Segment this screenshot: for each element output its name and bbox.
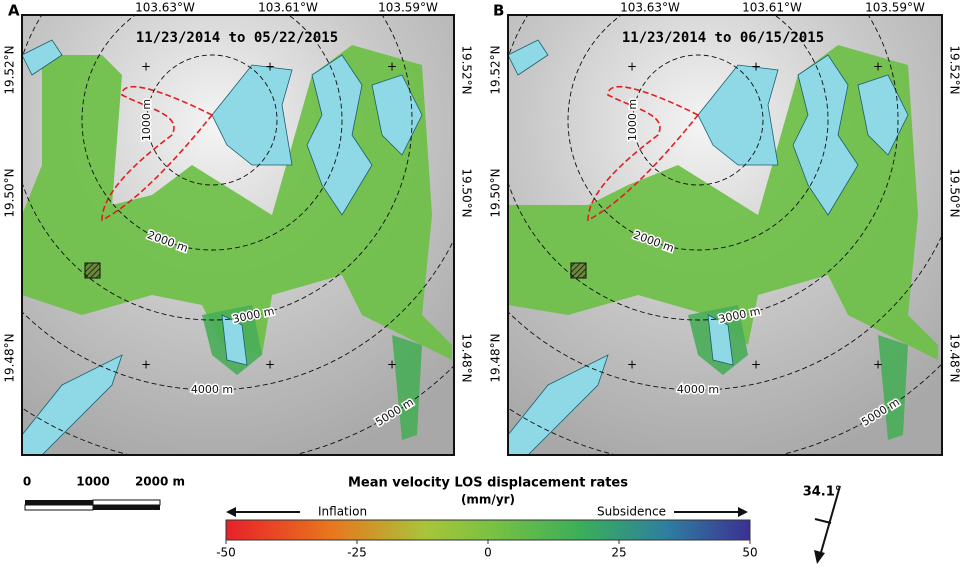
grid-cross: + — [141, 358, 151, 372]
water-ice — [508, 354, 609, 455]
water-ice — [697, 64, 779, 166]
water-ice — [306, 54, 373, 216]
latitude-label: 19.52°N — [3, 45, 17, 94]
grid-cross: + — [751, 358, 761, 372]
distance-ring — [567, 15, 829, 251]
latitude-label: 19.48°N — [948, 333, 962, 382]
water-ice — [857, 74, 909, 156]
latitude-label: 19.48°N — [3, 333, 17, 382]
scale-segment — [25, 500, 93, 505]
latitude-label: 19.48°N — [489, 333, 503, 382]
distance-ring — [508, 15, 899, 321]
longitude-label: 103.61°W — [742, 1, 802, 15]
colorbar-tick-label: 25 — [611, 546, 626, 560]
water-ice — [707, 314, 734, 366]
water-ice — [508, 39, 549, 76]
reference-area — [84, 262, 101, 279]
subsidence-label: Subsidence — [597, 505, 666, 519]
colorbar-title: Mean velocity LOS displacement rates — [348, 476, 628, 491]
scale-segment — [93, 505, 160, 510]
arrowhead — [814, 550, 825, 564]
grid-cross: + — [387, 358, 397, 372]
longitude-label: 103.63°W — [620, 1, 680, 15]
colorbar-tick-label: 0 — [484, 546, 492, 560]
grid-cross: + — [141, 60, 151, 74]
latitude-label: 19.50°N — [489, 168, 503, 217]
longitude-label: 103.59°W — [865, 1, 925, 15]
arrowhead — [738, 507, 748, 517]
grid-cross: + — [873, 358, 883, 372]
water-ice — [792, 54, 859, 216]
grid-cross: + — [265, 60, 275, 74]
scale-label: 2000 m — [135, 475, 185, 489]
heading-tick — [814, 518, 832, 524]
distance-label: 1000 m — [140, 99, 153, 141]
scale-segment — [92, 499, 161, 506]
distance-ring — [22, 15, 413, 321]
map-frame — [507, 14, 943, 456]
grid-cross: + — [751, 60, 761, 74]
look-direction: 34.1° — [803, 485, 842, 564]
latitude-label: 19.52°N — [948, 45, 962, 94]
colorbar-tick-label: 50 — [742, 546, 757, 560]
grid-cross: + — [387, 60, 397, 74]
colorbar-tick-label: -50 — [216, 546, 236, 560]
water-ice — [211, 64, 293, 166]
distance-label: 4000 m — [677, 383, 719, 396]
grid-cross: + — [265, 358, 275, 372]
scale-bar: 0 1000 2000 m — [23, 475, 185, 511]
arrowhead — [226, 507, 236, 517]
distance-ring — [81, 15, 343, 251]
panel-label: B — [493, 2, 504, 20]
distance-ring — [632, 54, 764, 186]
water-ice — [22, 39, 63, 76]
reference-area — [570, 262, 587, 279]
distance-label: 4000 m — [191, 383, 233, 396]
longitude-label: 103.59°W — [378, 1, 438, 15]
date-range: 11/23/2014 to 06/15/2015 — [622, 30, 824, 46]
grid-cross: + — [627, 358, 637, 372]
scale-segment — [24, 504, 94, 511]
grid-cross: + — [627, 60, 637, 74]
scale-label: 0 — [23, 475, 31, 489]
latitude-label: 19.50°N — [3, 168, 17, 217]
latitude-label: 19.50°N — [460, 168, 474, 217]
water-ice — [221, 314, 248, 366]
look-angle: 34.1° — [803, 485, 842, 500]
displacement-area — [392, 335, 422, 440]
colorbar-units: (mm/yr) — [461, 493, 515, 507]
water-ice — [22, 354, 123, 455]
grid-cross: + — [873, 60, 883, 74]
latitude-label: 19.52°N — [489, 45, 503, 94]
map-frame — [21, 14, 455, 456]
lava-flow-outline — [101, 85, 214, 222]
distance-label: 1000 m — [626, 99, 639, 141]
latitude-label: 19.52°N — [460, 45, 474, 94]
longitude-label: 103.61°W — [258, 1, 318, 15]
latitude-label: 19.50°N — [948, 168, 962, 217]
look-arrow — [819, 485, 841, 557]
water-ice — [371, 74, 423, 156]
scale-label: 1000 — [76, 475, 109, 489]
date-range: 11/23/2014 to 05/22/2015 — [136, 30, 338, 46]
panel-label: A — [8, 2, 20, 20]
displacement-area — [878, 335, 908, 440]
colorbar: Mean velocity LOS displacement rates (mm… — [216, 476, 757, 560]
latitude-label: 19.48°N — [460, 333, 474, 382]
colorbar-tick-label: -25 — [347, 546, 367, 560]
colorbar-ramp — [225, 519, 751, 541]
inflation-label: Inflation — [318, 505, 367, 519]
longitude-label: 103.63°W — [135, 1, 195, 15]
lava-flow-outline — [587, 85, 700, 222]
distance-ring — [146, 54, 278, 186]
